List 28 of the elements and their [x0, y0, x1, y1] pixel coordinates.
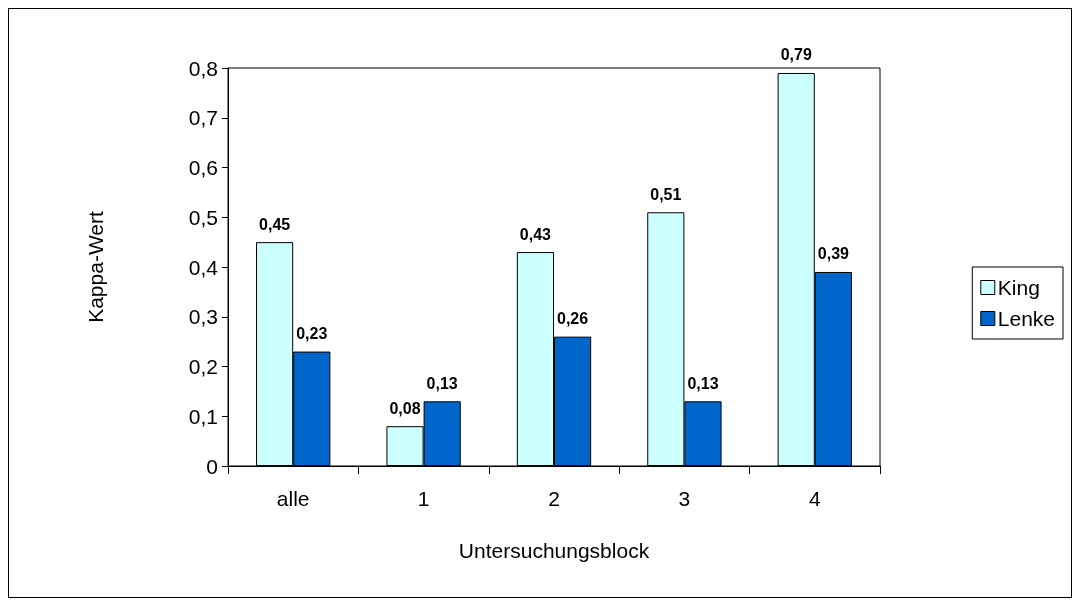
y-tick-label: 0,7 [188, 106, 218, 130]
x-tick-label: 2 [548, 487, 560, 510]
data-label: 0,79 [780, 46, 812, 64]
data-label: 0,13 [687, 374, 719, 392]
legend-label: King [997, 276, 1040, 299]
x-tick-label: 1 [417, 487, 430, 510]
data-label: 0,39 [817, 245, 850, 263]
y-tick-label: 0,1 [188, 404, 218, 428]
y-tick-label: 0,4 [188, 255, 219, 279]
y-tick-label: 0,6 [188, 156, 218, 179]
legend-label: Lenke [997, 307, 1055, 330]
y-tick-label: 0 [206, 454, 218, 478]
data-label: 0,23 [296, 325, 328, 343]
x-tick-label: 3 [678, 487, 691, 510]
data-label: 0,08 [389, 399, 421, 417]
data-label: 0,45 [259, 215, 291, 233]
y-tick-label: 0,8 [188, 56, 218, 80]
x-axis-title: Untersuchungsblock [458, 539, 650, 562]
data-label: 0,43 [519, 225, 552, 243]
y-tick-label: 0,2 [188, 355, 218, 378]
x-tick-label: alle [276, 487, 310, 510]
data-label: 0,13 [426, 374, 458, 392]
x-tick-label: 4 [808, 487, 821, 510]
y-tick-label: 0,3 [188, 305, 218, 329]
y-tick-label: 0,5 [188, 205, 218, 229]
data-label: 0,26 [557, 310, 589, 328]
data-label: 0,51 [650, 185, 682, 203]
y-axis-title: Kappa-Wert [84, 211, 107, 323]
